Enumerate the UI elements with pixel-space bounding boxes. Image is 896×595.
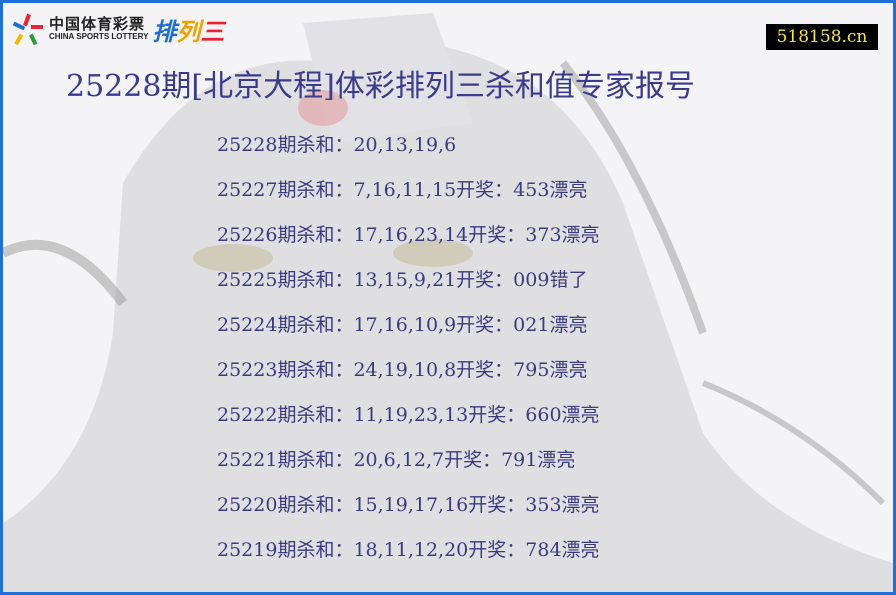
list-item: 25223期杀和：24,19,10,8开奖：795漂亮	[217, 359, 588, 381]
list-item: 25225期杀和：13,15,9,21开奖：009错了	[217, 269, 588, 291]
list-item: 25220期杀和：15,19,17,16开奖：353漂亮	[217, 494, 600, 516]
list-item: 25224期杀和：17,16,10,9开奖：021漂亮	[217, 314, 588, 336]
list-item: 25219期杀和：18,11,12,20开奖：784漂亮	[217, 539, 600, 561]
list-item: 25227期杀和：7,16,11,15开奖：453漂亮	[217, 179, 588, 201]
wolf-sketch-background	[3, 13, 893, 592]
list-item: 25222期杀和：11,19,23,13开奖：660漂亮	[217, 404, 600, 426]
china-sports-lottery-logo: 中国体育彩票 CHINA SPORTS LOTTERY 排列三	[11, 11, 224, 47]
list-item: 25226期杀和：17,16,23,14开奖：373漂亮	[217, 224, 600, 246]
list-item: 25221期杀和：20,6,12,7开奖：791漂亮	[217, 449, 576, 471]
prediction-list: 25228期杀和：20,13,19,6 25227期杀和：7,16,11,15开…	[217, 131, 600, 581]
page-title: 25228期[北京大程]体彩排列三杀和值专家报号	[66, 69, 695, 104]
lottery-star-icon	[12, 13, 43, 46]
list-item: 25228期杀和：20,13,19,6	[217, 134, 457, 156]
site-badge: 518158.cn	[766, 24, 878, 50]
pailie3-logo: 排列三	[152, 17, 225, 46]
